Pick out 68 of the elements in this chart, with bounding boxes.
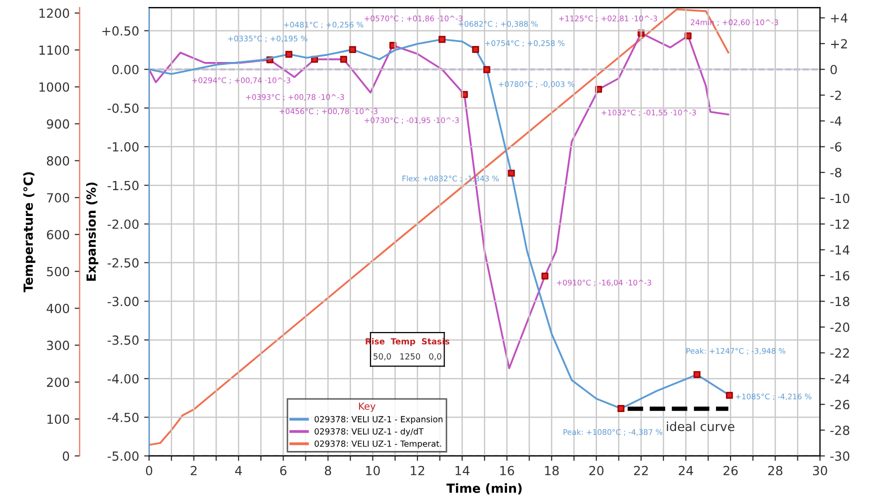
y-tick-label: -2.50 — [108, 258, 139, 268]
legend-label: 029378: VELI UZ-1 - Temperat. — [314, 440, 442, 448]
y-tick-label: 0.00 — [112, 64, 139, 74]
x-tick-label: 10 — [366, 466, 380, 476]
x-tick-label: 16 — [500, 466, 514, 476]
x-tick-label: 6 — [280, 466, 286, 476]
y2-tick-label: -30 — [830, 451, 850, 461]
y2-tick-label: +2 — [831, 39, 847, 48]
x-tick-label: 20 — [589, 466, 604, 476]
y-tick-label: -2.00 — [108, 219, 139, 229]
x-tick-label: 30 — [812, 466, 828, 476]
y-tick-label: -1.00 — [108, 142, 139, 152]
x-tick-label: 26 — [724, 466, 738, 476]
y3-tick-label: 200 — [46, 378, 70, 388]
x-tick-label: 0 — [146, 466, 152, 476]
annotation: ideal curve — [666, 421, 734, 432]
y2-tick-label: -18 — [830, 296, 850, 306]
y3-tick-label: 300 — [47, 340, 70, 350]
y-tick-label: +0.50 — [102, 26, 139, 36]
y2-tick-label: 0 — [830, 64, 837, 74]
x-axis-title: Time (min) — [446, 483, 522, 494]
y2-tick-label: -22 — [830, 348, 849, 358]
x-tick-label: 22 — [634, 466, 648, 476]
y2-tick-label: -14 — [830, 245, 850, 254]
y3-tick-label: 900 — [46, 119, 70, 129]
y-tick-label: -0.50 — [108, 103, 139, 113]
y2-tick-label: -26 — [830, 400, 850, 410]
x-tick-label: 28 — [768, 466, 782, 476]
x-tick-label: 12 — [410, 466, 424, 476]
y3-tick-label: 700 — [47, 193, 70, 202]
y2-tick-label: -6 — [830, 142, 842, 152]
y-tick-label: -3.00 — [108, 296, 139, 306]
y3-axis-title: Temperature (°C) — [23, 172, 36, 292]
y2-tick-label: -16 — [830, 270, 850, 280]
x-tick-label: 14 — [456, 466, 470, 476]
y2-tick-label: -2 — [830, 90, 841, 100]
y2-tick-label: -12 — [830, 219, 849, 229]
x-tick-label: 18 — [545, 466, 559, 476]
y3-tick-label: 400 — [46, 304, 70, 314]
y2-tick-label: -10 — [830, 194, 850, 204]
y2-tick-label: +4 — [831, 13, 848, 23]
y-tick-label: -3.50 — [108, 335, 139, 345]
y-tick-label: -1.50 — [108, 180, 139, 190]
x-tick-label: 24 — [678, 466, 694, 476]
annotation: 50,0 1250 0,0 — [374, 353, 442, 360]
y2-tick-label: -24 — [830, 374, 850, 384]
y3-tick-label: 500 — [47, 266, 70, 276]
y2-tick-label: -8 — [830, 168, 842, 178]
y-tick-label: -4.00 — [108, 374, 139, 384]
y3-tick-label: 1100 — [39, 45, 70, 55]
y2-tick-label: -28 — [830, 426, 850, 436]
y-tick-label: -5.00 — [108, 451, 139, 461]
y-axis-title: Expansion (%) — [86, 182, 98, 281]
x-tick-label: 4 — [235, 466, 242, 476]
legend-label: 029378: VELI UZ-1 - dy/dT — [314, 428, 424, 436]
legend-title: Key — [359, 402, 376, 412]
legend-label: 029378: VELI UZ-1 - Expansion — [314, 416, 442, 424]
y2-tick-label: -4 — [830, 116, 842, 126]
y3-tick-label: 1000 — [39, 82, 70, 92]
x-tick-label: 2 — [190, 466, 197, 476]
y2-tick-label: -20 — [830, 322, 850, 332]
y3-tick-label: 100 — [47, 414, 70, 424]
y3-tick-label: 800 — [46, 156, 70, 166]
y-tick-label: -4.50 — [108, 412, 139, 422]
y3-tick-label: 600 — [46, 230, 70, 240]
x-tick-label: 8 — [324, 466, 332, 476]
y3-tick-label: 0 — [62, 451, 70, 461]
y3-tick-label: 1200 — [39, 8, 70, 18]
